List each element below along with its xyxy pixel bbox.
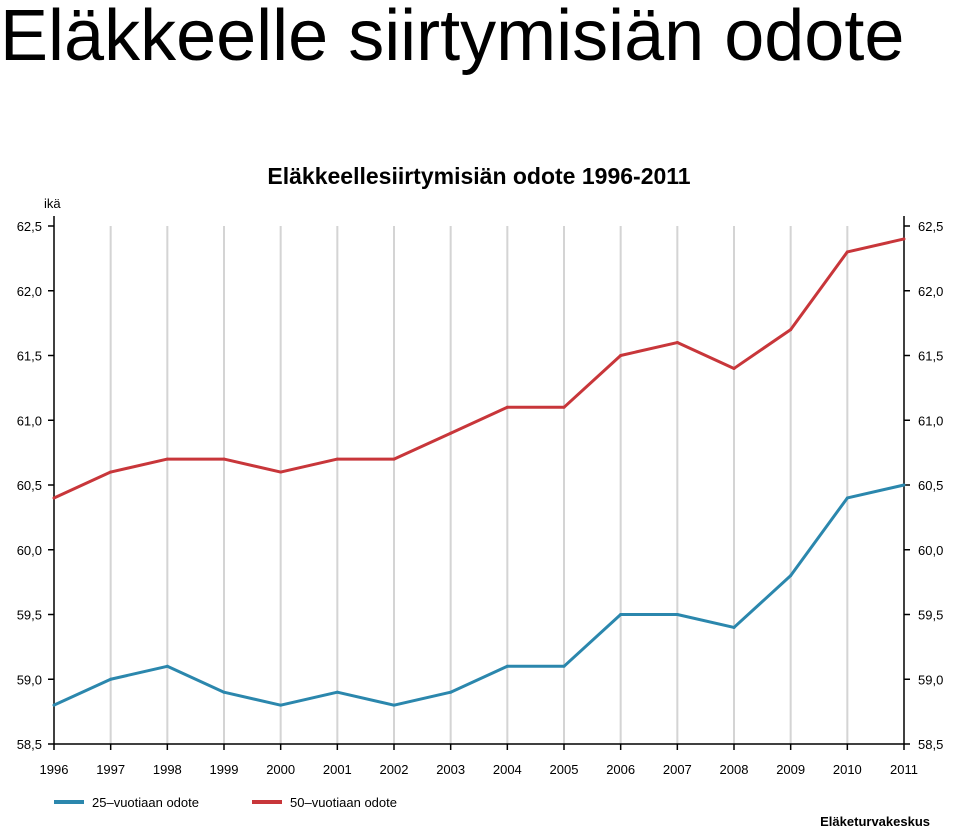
y-tick-label-left: 59,0 — [17, 672, 42, 687]
data-point — [279, 703, 283, 707]
y-tick-label-left: 61,5 — [17, 349, 42, 364]
data-point — [505, 405, 509, 409]
y-tick-label-right: 60,0 — [918, 543, 943, 558]
data-point — [902, 237, 906, 241]
data-point — [902, 483, 906, 487]
x-tick-label: 1996 — [40, 762, 69, 777]
y-tick-label-right: 61,0 — [918, 413, 943, 428]
y-tick-label-right: 58,5 — [918, 737, 943, 752]
series-line-2 — [53, 237, 905, 500]
y-ticks-right: 58,5 59,0 59,5 60,0 60,5 61,0 61,5 62,0 62,5 — [904, 219, 943, 752]
series-line-1 — [53, 483, 905, 707]
slide-title: Eläkkeelle siirtymisiän odote — [0, 0, 905, 76]
y-tick-label-right: 62,5 — [918, 219, 943, 234]
y-tick-label-left: 58,5 — [17, 737, 42, 752]
data-point — [845, 496, 849, 500]
source-label: Eläketurvakeskus — [820, 814, 930, 829]
y-tick-label-left: 60,0 — [17, 543, 42, 558]
data-point — [279, 470, 283, 474]
data-point — [789, 328, 793, 332]
x-tick-label: 1998 — [153, 762, 182, 777]
data-point — [335, 457, 339, 461]
x-tick-label: 2009 — [776, 762, 805, 777]
y-tick-label-left: 62,5 — [17, 219, 42, 234]
data-point — [562, 664, 566, 668]
y-tick-label-left: 59,5 — [17, 608, 42, 623]
x-tick-label: 2008 — [720, 762, 749, 777]
x-tick-label: 2005 — [550, 762, 579, 777]
data-point — [109, 470, 113, 474]
y-tick-label-left: 62,0 — [17, 284, 42, 299]
x-ticks: 1996 1997 1998 1999 2000 2001 2002 2003 2004 2005… — [40, 744, 918, 777]
x-tick-label: 1999 — [210, 762, 239, 777]
data-point — [222, 457, 226, 461]
x-tick-label: 2010 — [833, 762, 862, 777]
data-point — [845, 250, 849, 254]
axes — [53, 216, 905, 745]
data-point — [449, 690, 453, 694]
data-point — [165, 664, 169, 668]
data-point — [335, 690, 339, 694]
y-tick-label-right: 60,5 — [918, 478, 943, 493]
x-tick-label: 2004 — [493, 762, 522, 777]
legend-label: 50–vuotiaan odote — [290, 795, 397, 810]
vertical-grid — [109, 226, 849, 744]
data-point — [619, 613, 623, 616]
x-tick-label: 2007 — [663, 762, 692, 777]
x-tick-label: 2011 — [890, 762, 918, 777]
chart-title: Eläkkeellesiirtymisiän odote 1996-2011 — [267, 163, 690, 189]
data-point — [109, 677, 113, 681]
data-point — [732, 366, 736, 370]
data-point — [505, 664, 509, 668]
y-axis-label: ikä — [44, 196, 61, 211]
data-point — [52, 496, 56, 500]
y-tick-label-left: 60,5 — [17, 478, 42, 493]
legend-label: 25–vuotiaan odote — [92, 795, 199, 810]
data-point — [619, 354, 623, 357]
legend: 25–vuotiaan odote 50–vuotiaan odote — [54, 795, 397, 810]
y-tick-label-right: 62,0 — [918, 284, 943, 299]
x-tick-label: 2000 — [266, 762, 295, 777]
data-point — [165, 457, 169, 461]
x-tick-label: 2006 — [606, 762, 635, 777]
data-point — [392, 457, 396, 461]
data-point — [52, 703, 56, 707]
data-point — [449, 431, 453, 435]
series-lines — [52, 237, 906, 707]
y-tick-label-right: 61,5 — [918, 349, 943, 364]
data-point — [732, 625, 736, 629]
data-point — [562, 405, 566, 409]
data-point — [222, 690, 226, 694]
x-tick-label: 2001 — [323, 762, 352, 777]
x-tick-label: 1997 — [96, 762, 125, 777]
data-point — [392, 703, 396, 707]
y-ticks-left: 58,5 59,0 59,5 60,0 60,5 61,0 61,5 62,0 62,5 — [17, 219, 54, 752]
y-tick-label-left: 61,0 — [17, 413, 42, 428]
x-tick-label: 2002 — [380, 762, 409, 777]
y-tick-label-right: 59,5 — [918, 608, 943, 623]
y-tick-label-right: 59,0 — [918, 672, 943, 687]
x-tick-label: 2003 — [436, 762, 465, 777]
data-point — [675, 613, 679, 616]
data-point — [675, 341, 679, 345]
data-point — [789, 574, 793, 578]
